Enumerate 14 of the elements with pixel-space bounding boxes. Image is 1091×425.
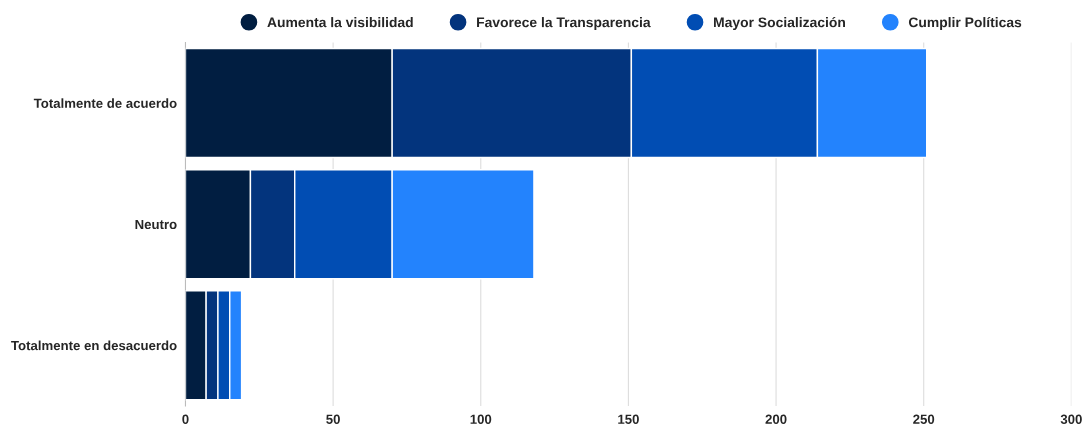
legend-label: Mayor Socialización <box>714 16 845 30</box>
x-tick-label: 250 <box>913 414 935 424</box>
y-tick-label: Totalmente de acuerdo <box>33 98 177 108</box>
y-tick-label: Neutro <box>135 219 177 230</box>
y-tick-label: Totalmente en desacuerdo <box>11 340 177 351</box>
x-tick-label: 0 <box>182 414 189 424</box>
legend-label: Favorece la Transparencia <box>477 17 651 30</box>
x-tick-label: 100 <box>470 414 492 424</box>
x-tick-label: 200 <box>765 414 787 424</box>
x-tick-label: 150 <box>618 414 639 424</box>
legend-label: Cumplir Políticas <box>908 16 1022 30</box>
x-tick-label: 300 <box>1060 414 1082 424</box>
x-tick-label: 50 <box>326 414 340 424</box>
legend-label: Aumenta la visibilidad <box>267 17 413 28</box>
